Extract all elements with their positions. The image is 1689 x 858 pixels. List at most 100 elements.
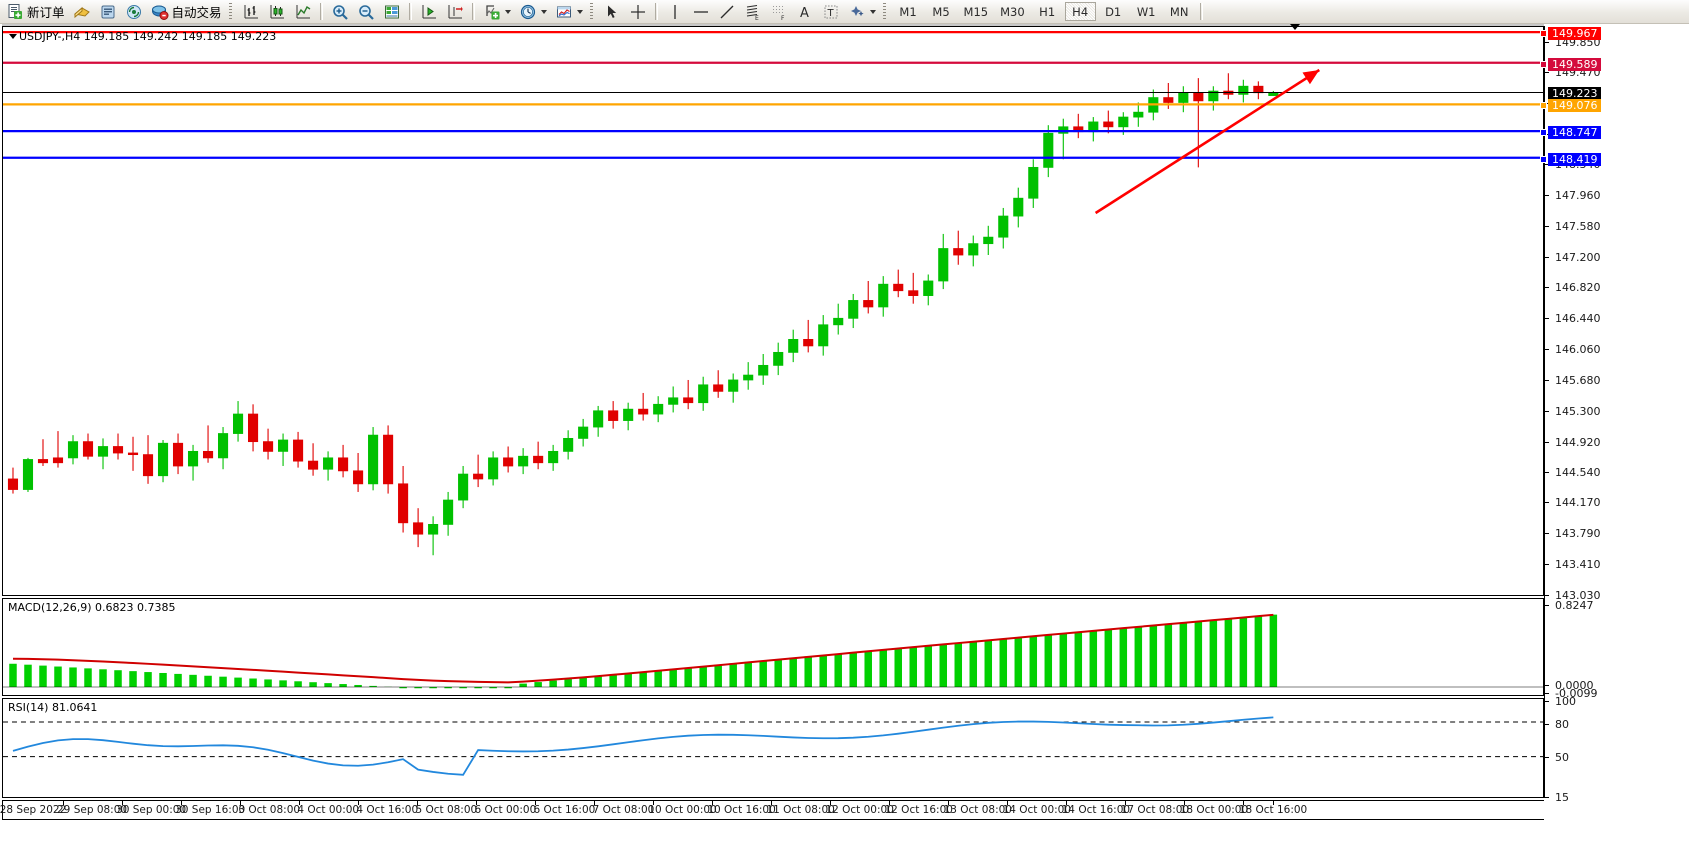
- rsi-tick: 100: [1545, 696, 1689, 708]
- chart-workspace[interactable]: USDJPY-,H4 149.185 149.242 149.185 149.2…: [0, 24, 1689, 858]
- fibonacci-button[interactable]: E: [740, 1, 766, 23]
- timeframe-d1[interactable]: D1: [1105, 4, 1122, 19]
- hline-button[interactable]: [688, 1, 714, 23]
- fibo-icon: E: [744, 3, 762, 22]
- toolbar-grip-2[interactable]: [589, 2, 596, 21]
- line-type-button[interactable]: [290, 1, 316, 23]
- macd-tick: 0.8247: [1545, 600, 1689, 612]
- chevron-down-icon[interactable]: [869, 9, 876, 14]
- price-tag-line-orange[interactable]: 149.076: [1548, 99, 1601, 113]
- textbox-icon: T: [822, 3, 840, 21]
- chart-dropdown-icon[interactable]: [9, 34, 17, 39]
- time-tick-mark: [534, 801, 536, 805]
- time-tick-mark: [771, 801, 773, 805]
- signals-button[interactable]: [121, 1, 147, 23]
- price-tag-last-price[interactable]: 149.223: [1548, 87, 1601, 101]
- cursor-button[interactable]: [599, 1, 625, 23]
- text-button[interactable]: A: [792, 1, 818, 23]
- price-tick: 147.960: [1545, 189, 1689, 202]
- price-pane[interactable]: USDJPY-,H4 149.185 149.242 149.185 149.2…: [2, 26, 1544, 596]
- history-button[interactable]: [69, 1, 95, 23]
- toolbar-separator-5: [1199, 3, 1203, 20]
- price-tick: 146.820: [1545, 282, 1689, 294]
- price-tag-line-blue-2[interactable]: 148.419: [1548, 152, 1601, 166]
- chevron-down-icon[interactable]: [540, 9, 547, 14]
- time-tick: 11 Oct 08:00: [766, 804, 835, 816]
- svg-text:A: A: [800, 6, 809, 21]
- time-tick: 3 Oct 08:00: [238, 804, 301, 816]
- indicators-button[interactable]: [479, 1, 515, 23]
- zoom-out-button[interactable]: [353, 1, 379, 23]
- macd-plot-layer: [3, 613, 1543, 689]
- textbox-button[interactable]: T: [818, 1, 844, 23]
- text-icon: A: [796, 3, 814, 21]
- candlestick-type-button[interactable]: [264, 1, 290, 23]
- toolbar-grip-1[interactable]: [228, 2, 235, 21]
- timeframe-w1[interactable]: W1: [1136, 4, 1156, 19]
- bar-chart-type-button[interactable]: [238, 1, 264, 23]
- price-tag-line-crimson[interactable]: 149.589: [1548, 57, 1601, 71]
- chevron-down-icon[interactable]: [504, 9, 511, 14]
- autotrade-button[interactable]: 自动交易: [147, 1, 226, 23]
- vline-button[interactable]: [662, 1, 688, 23]
- price-tick: 146.440: [1545, 313, 1689, 325]
- news-button[interactable]: [95, 1, 121, 23]
- text-label-icon: F: [770, 3, 788, 22]
- price-tick: 143.030: [1545, 590, 1689, 602]
- price-tag-line-red-top[interactable]: 149.967: [1548, 27, 1601, 41]
- hline-handle[interactable]: [1540, 60, 1547, 68]
- crosshair-button[interactable]: [625, 1, 651, 23]
- news-icon: [99, 3, 117, 21]
- timeframe-m1[interactable]: M1: [899, 4, 917, 19]
- trendline-button[interactable]: [714, 1, 740, 23]
- chart-drag-marker[interactable]: [1290, 24, 1300, 30]
- timeframe-m30[interactable]: M30: [1000, 4, 1025, 19]
- price-tag-line-blue-1[interactable]: 148.747: [1548, 126, 1601, 140]
- time-tick: 18 Oct 16:00: [1238, 804, 1308, 816]
- timeframe-h1[interactable]: H1: [1039, 4, 1056, 19]
- zoom-in-button[interactable]: [327, 1, 353, 23]
- price-tick: 144.920: [1545, 436, 1689, 449]
- timeframe-m15[interactable]: M15: [963, 4, 989, 19]
- autotrade-label: 自动交易: [171, 5, 222, 20]
- shift-end-button[interactable]: [416, 1, 442, 23]
- templates-button[interactable]: [551, 1, 587, 23]
- macd-tick: -0.0099: [1545, 688, 1689, 700]
- hline-handle[interactable]: [1540, 30, 1547, 38]
- rsi-pane[interactable]: RSI(14) 81.0641: [2, 698, 1544, 798]
- timeframe-h4[interactable]: H4: [1064, 2, 1096, 21]
- macd-pane[interactable]: MACD(12,26,9) 0.6823 0.7385: [2, 598, 1544, 696]
- time-tick: 10 Oct 00:00: [648, 804, 717, 816]
- time-tick-mark: [1243, 801, 1245, 805]
- chevron-down-icon[interactable]: [576, 9, 583, 14]
- time-tick: 12 Oct 00:00: [825, 804, 894, 816]
- time-tick-mark: [239, 801, 241, 805]
- time-tick: 6 Oct 16:00: [533, 804, 596, 816]
- toolbar-separator-1: [319, 3, 323, 20]
- period-button[interactable]: [515, 1, 551, 23]
- time-tick: 7 Oct 08:00: [592, 804, 655, 816]
- time-axis[interactable]: 28 Sep 2022 29 Sep 08:00 30 Sep 00:00 30 Se…: [0, 800, 1544, 820]
- hline-handle[interactable]: [1540, 129, 1547, 137]
- autoscroll-button[interactable]: [442, 1, 468, 23]
- signals-icon: [125, 3, 143, 21]
- data-window-button[interactable]: [379, 1, 405, 23]
- chart-scrollbar[interactable]: [2, 24, 1544, 27]
- objects-button[interactable]: [844, 1, 880, 23]
- time-tick-mark: [416, 801, 418, 805]
- timeframe-m5[interactable]: M5: [932, 4, 950, 19]
- toolbar-grip-3[interactable]: [882, 2, 889, 21]
- time-tick: 10 Oct 16:00: [707, 804, 776, 816]
- price-annotations-layer[interactable]: [3, 27, 1543, 595]
- hline-handle[interactable]: [1540, 155, 1547, 163]
- time-tick: 13 Oct 08:00: [943, 804, 1012, 816]
- time-tick: 18 Oct 00:00: [1179, 804, 1249, 816]
- price-tick: 143.410: [1545, 559, 1689, 571]
- price-axis[interactable]: 149.850149.470149.090148.710148.340147.9…: [1540, 26, 1689, 804]
- new-order-icon: [6, 3, 24, 21]
- text-label-button[interactable]: F: [766, 1, 792, 23]
- timeframe-mn[interactable]: MN: [1169, 4, 1189, 19]
- hline-handle[interactable]: [1540, 102, 1547, 110]
- new-order-button[interactable]: 新订单: [2, 1, 69, 23]
- time-tick-mark: [830, 801, 832, 805]
